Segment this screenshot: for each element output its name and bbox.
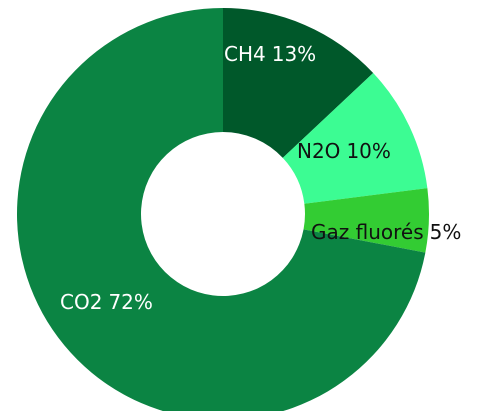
slice-label-value: 13%	[272, 42, 316, 66]
donut-slice	[223, 8, 374, 158]
slice-label: CO2 72%	[60, 290, 153, 314]
slice-label-name: CO2	[60, 290, 102, 314]
slice-label-value: 5%	[430, 220, 462, 244]
slice-label-name: Gaz fluorés	[311, 220, 424, 244]
donut-slice	[17, 8, 426, 411]
slice-label-value: 72%	[108, 290, 152, 314]
slice-label-value: 10%	[346, 139, 390, 163]
donut-slice	[282, 72, 428, 204]
slice-label: N2O 10%	[297, 139, 391, 163]
donut-slice	[303, 188, 429, 253]
slice-label-name: CH4	[224, 42, 266, 66]
slice-label: CH4 13%	[224, 42, 316, 66]
slice-label-name: N2O	[297, 139, 340, 163]
slice-label: Gaz fluorés 5%	[311, 220, 461, 244]
